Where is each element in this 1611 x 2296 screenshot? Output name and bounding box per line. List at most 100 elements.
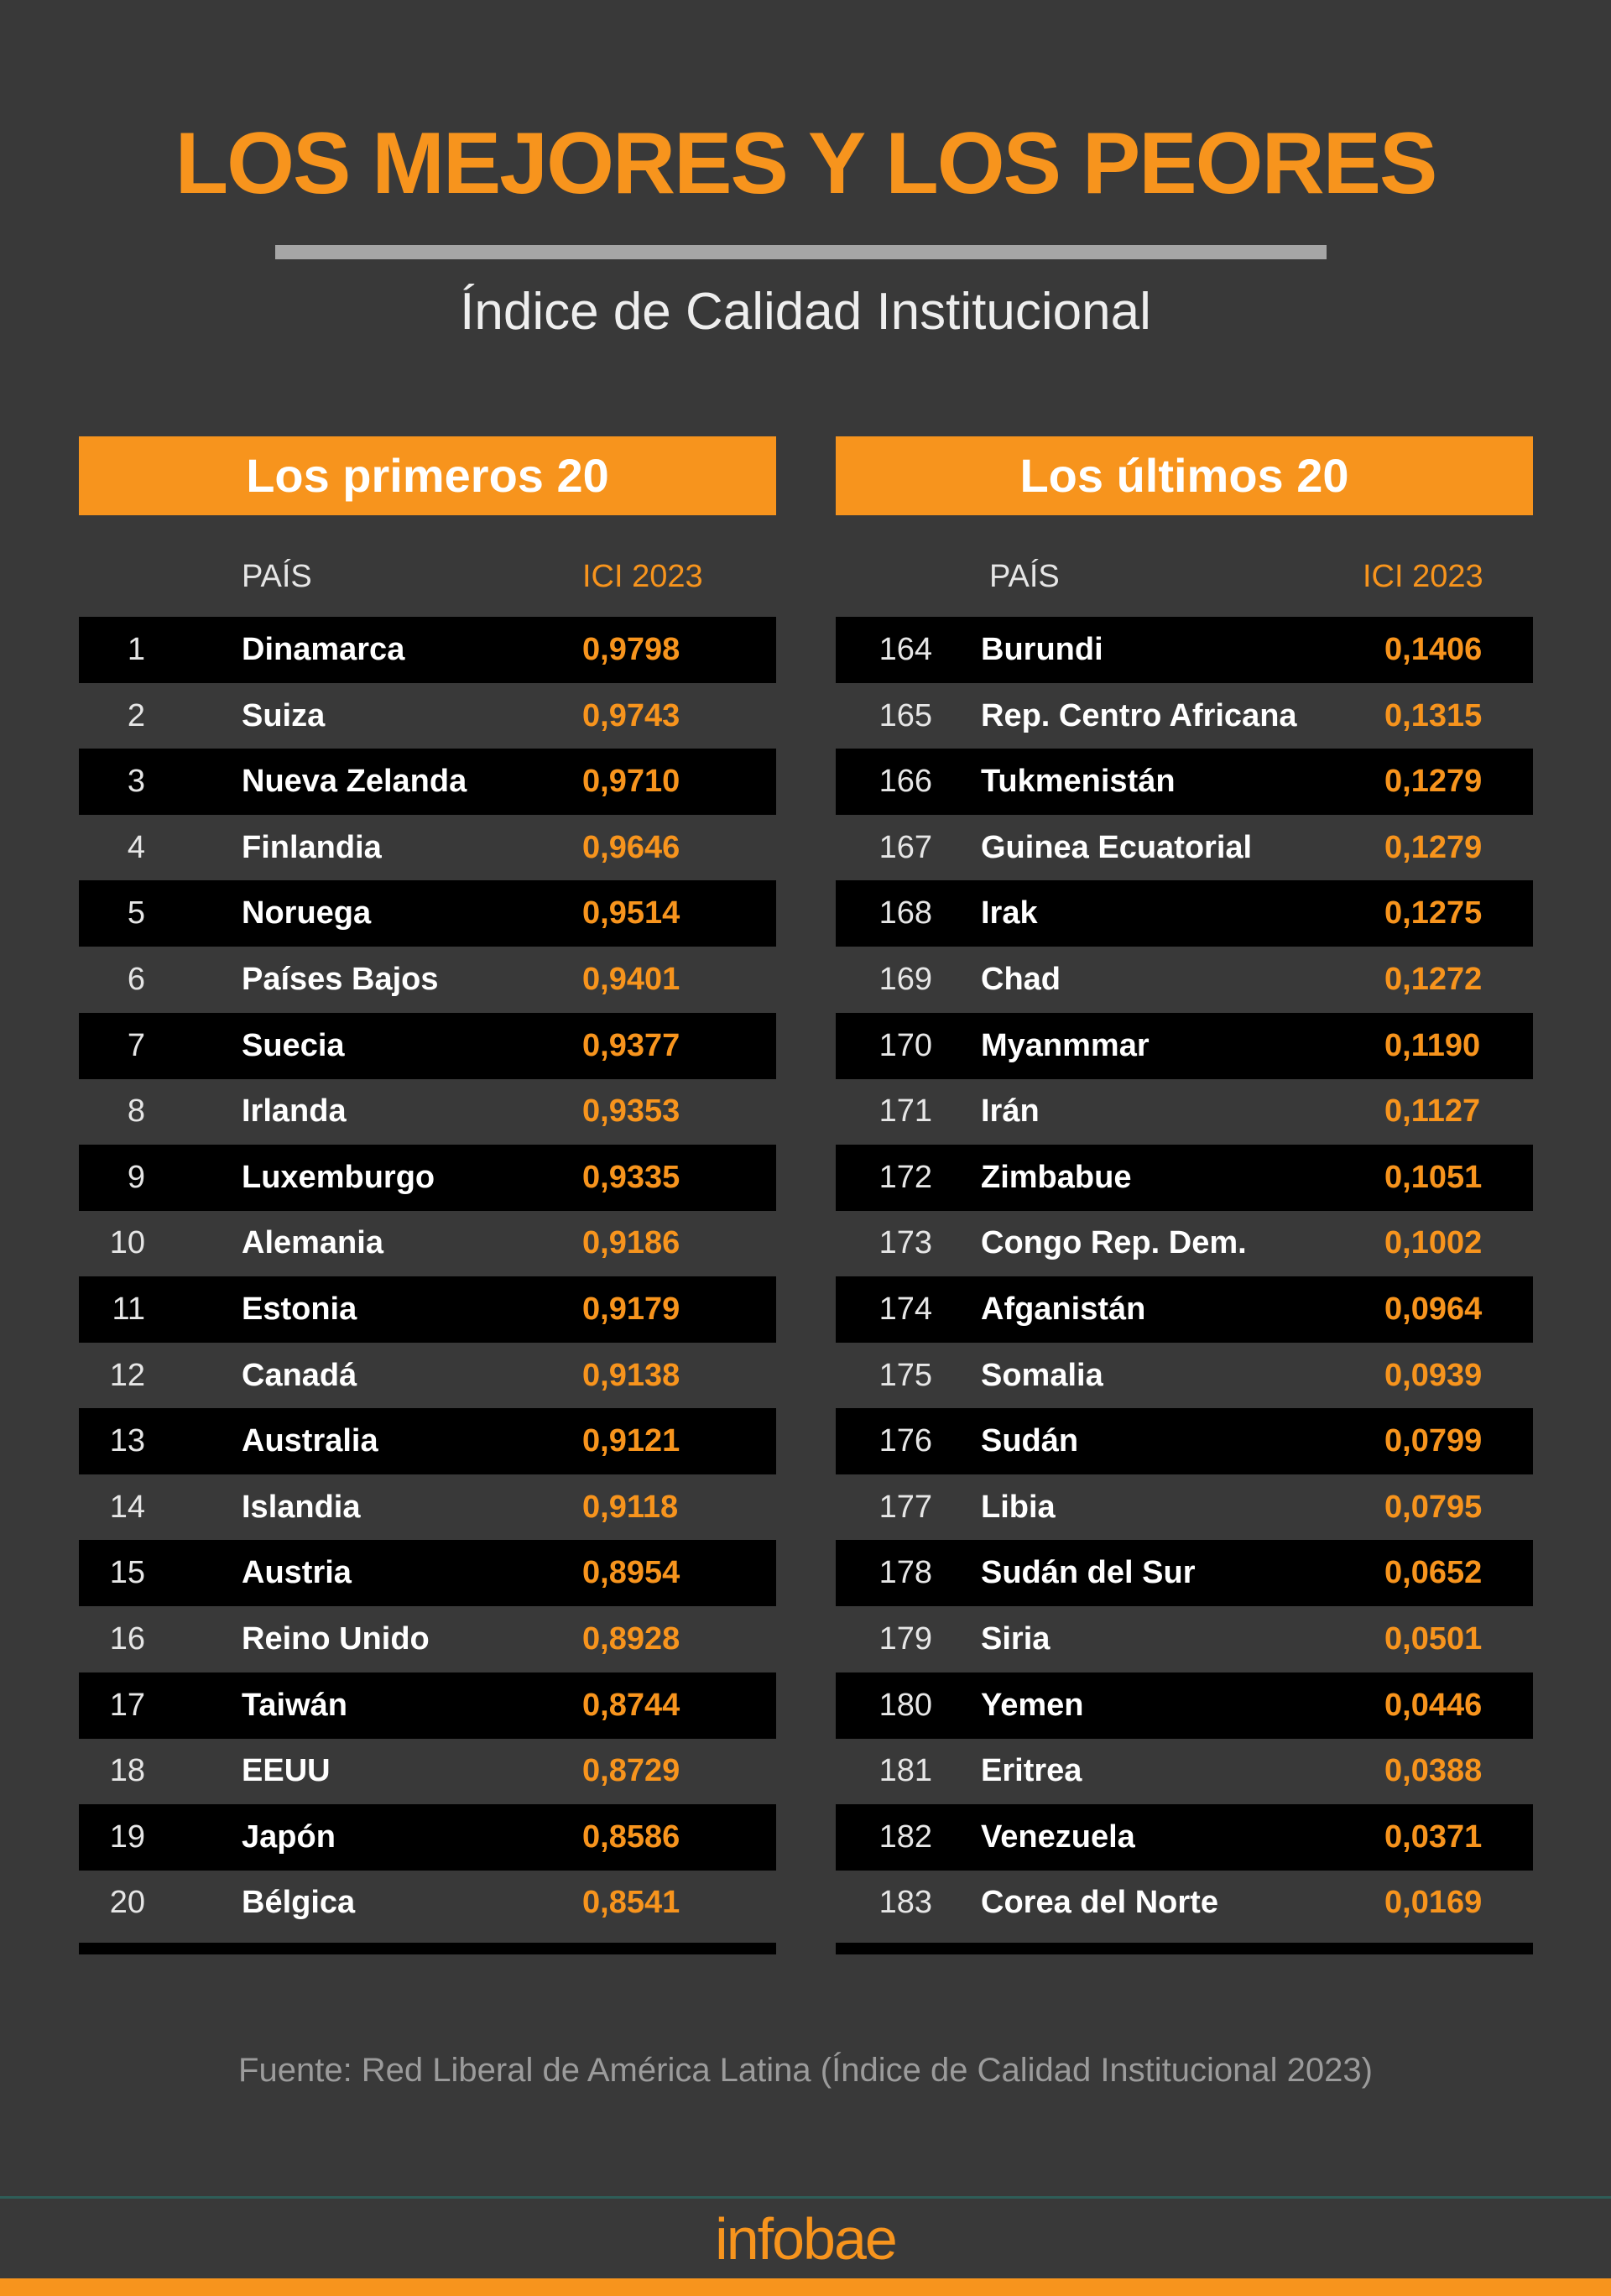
table-row: 15 Austria 0,8954 <box>79 1540 776 1607</box>
score: 0,9121 <box>582 1423 680 1459</box>
score: 0,1051 <box>1384 1159 1483 1195</box>
country: Canadá <box>242 1357 357 1393</box>
country: Noruega <box>242 895 372 931</box>
score: 0,0652 <box>1384 1555 1483 1591</box>
table-row: 169 Chad 0,1272 <box>836 947 1533 1013</box>
country: Afganistán <box>981 1292 1146 1327</box>
table-row: 166 Tukmenistán 0,1279 <box>836 749 1533 816</box>
column-header: PAÍS <box>989 559 1060 594</box>
table-row: 14 Islandia 0,9118 <box>79 1474 776 1541</box>
score: 0,0939 <box>1384 1357 1483 1393</box>
table-row: 179 Siria 0,0501 <box>836 1606 1533 1672</box>
rank: 170 <box>878 1027 932 1063</box>
table-row: 183 Corea del Norte 0,0169 <box>836 1870 1533 1936</box>
table-title: Los primeros 20 <box>79 436 776 515</box>
score: 0,0501 <box>1384 1621 1483 1657</box>
score: 0,8586 <box>582 1819 680 1855</box>
score: 0,0799 <box>1384 1423 1483 1459</box>
score: 0,8729 <box>582 1753 680 1789</box>
score: 0,1275 <box>1384 895 1483 931</box>
table-row: 10 Alemania 0,9186 <box>79 1210 776 1276</box>
score: 0,8928 <box>582 1621 680 1657</box>
rank: 182 <box>878 1819 932 1855</box>
divider <box>275 245 1327 259</box>
table-row: 5 Noruega 0,9514 <box>79 880 776 947</box>
table-row: 18 EEUU 0,8729 <box>79 1738 776 1804</box>
table-row: 20 Bélgica 0,8541 <box>79 1870 776 1936</box>
score: 0,9646 <box>582 829 680 865</box>
country: Reino Unido <box>242 1621 430 1657</box>
score: 0,9377 <box>582 1027 680 1063</box>
country: Sudán <box>981 1423 1079 1459</box>
country: Yemen <box>981 1687 1084 1723</box>
score: 0,0371 <box>1384 1819 1483 1855</box>
score: 0,0795 <box>1384 1489 1483 1525</box>
country: Irlanda <box>242 1093 347 1130</box>
rank: 2 <box>127 697 145 733</box>
rank: 19 <box>109 1819 145 1855</box>
score: 0,0169 <box>1384 1885 1483 1921</box>
table-row: 2 Suiza 0,9743 <box>79 683 776 749</box>
rank: 171 <box>878 1093 932 1130</box>
country: Dinamarca <box>242 632 405 667</box>
rank: 179 <box>878 1621 932 1657</box>
rank: 18 <box>109 1753 145 1789</box>
country: Finlandia <box>242 829 382 865</box>
country: Guinea Ecuatorial <box>981 829 1253 865</box>
score: 0,0388 <box>1384 1753 1483 1789</box>
table-row: 4 Finlandia 0,9646 <box>79 815 776 881</box>
table-row: 8 Irlanda 0,9353 <box>79 1078 776 1145</box>
score: 0,1279 <box>1384 829 1483 865</box>
rank: 164 <box>878 632 932 667</box>
score: 0,9401 <box>582 962 680 997</box>
country: Islandia <box>242 1489 361 1525</box>
score: 0,9179 <box>582 1292 680 1327</box>
country: EEUU <box>242 1753 331 1789</box>
rank: 167 <box>878 829 932 865</box>
country: Sudán del Sur <box>981 1555 1196 1591</box>
table-row: 17 Taiwán 0,8744 <box>79 1672 776 1739</box>
score: 0,0446 <box>1384 1687 1483 1723</box>
table-row: 16 Reino Unido 0,8928 <box>79 1606 776 1672</box>
rank: 173 <box>878 1225 932 1261</box>
country: Irán <box>981 1093 1040 1130</box>
table-row: 3 Nueva Zelanda 0,9710 <box>79 749 776 816</box>
country: Austria <box>242 1555 352 1591</box>
country: Alemania <box>242 1225 383 1261</box>
rank: 3 <box>127 764 145 800</box>
score: 0,9138 <box>582 1357 680 1393</box>
score: 0,1272 <box>1384 962 1483 997</box>
rank: 15 <box>109 1555 145 1591</box>
title: LOS MEJORES Y LOS PEORES <box>175 115 1438 212</box>
table-row: 11 Estonia 0,9179 <box>79 1276 776 1343</box>
rank: 169 <box>878 962 932 997</box>
country: Bélgica <box>242 1885 356 1921</box>
country: Australia <box>242 1423 378 1459</box>
rank: 7 <box>127 1027 145 1063</box>
country: Suecia <box>242 1027 345 1063</box>
rank: 175 <box>878 1357 932 1393</box>
score: 0,1127 <box>1384 1093 1481 1130</box>
table-title: Los últimos 20 <box>836 436 1533 515</box>
table-row: 180 Yemen 0,0446 <box>836 1672 1533 1739</box>
table-row: 171 Irán 0,1127 <box>836 1078 1533 1145</box>
score: 0,9118 <box>582 1489 679 1525</box>
table-row: 176 Sudán 0,0799 <box>836 1408 1533 1475</box>
table-row: 168 Irak 0,1275 <box>836 880 1533 947</box>
score: 0,9186 <box>582 1225 680 1261</box>
table-row: 178 Sudán del Sur 0,0652 <box>836 1540 1533 1607</box>
country: Eritrea <box>981 1753 1082 1789</box>
score: 0,9798 <box>582 632 680 667</box>
rank: 174 <box>878 1292 932 1327</box>
table-row: 181 Eritrea 0,0388 <box>836 1738 1533 1804</box>
country: Burundi <box>981 632 1103 667</box>
table-row: 172 Zimbabue 0,1051 <box>836 1144 1533 1211</box>
table-row: 173 Congo Rep. Dem. 0,1002 <box>836 1210 1533 1276</box>
logo: infobae <box>715 2206 898 2272</box>
country: Libia <box>981 1489 1056 1525</box>
rank: 183 <box>878 1885 932 1921</box>
column-header: ICI 2023 <box>1363 559 1483 594</box>
score: 0,9514 <box>582 895 680 931</box>
table-row: 170 Myanmmar 0,1190 <box>836 1012 1533 1079</box>
